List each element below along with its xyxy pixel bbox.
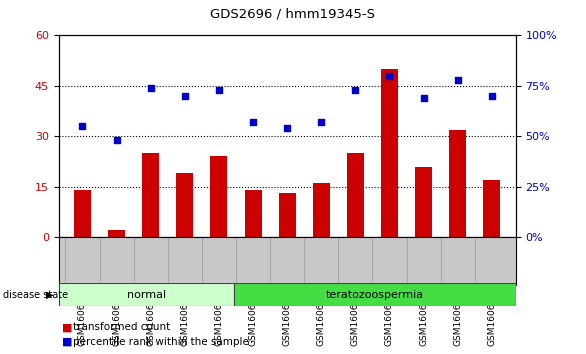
Text: normal: normal xyxy=(127,290,166,300)
Point xyxy=(214,87,224,93)
Bar xyxy=(210,156,227,237)
Text: percentile rank within the sample: percentile rank within the sample xyxy=(73,337,249,347)
Bar xyxy=(74,190,91,237)
Point xyxy=(316,119,326,125)
Bar xyxy=(347,153,364,237)
Text: ■: ■ xyxy=(62,337,72,347)
Point xyxy=(453,77,462,82)
Point xyxy=(419,95,428,101)
Bar xyxy=(415,167,432,237)
Point xyxy=(487,93,496,99)
Text: teratozoospermia: teratozoospermia xyxy=(326,290,424,300)
Bar xyxy=(244,190,261,237)
Bar xyxy=(278,193,296,237)
Bar xyxy=(483,180,500,237)
Bar xyxy=(313,183,330,237)
Point xyxy=(146,85,155,91)
Bar xyxy=(234,283,516,306)
Bar xyxy=(142,153,159,237)
Bar xyxy=(59,283,234,306)
Text: ▶: ▶ xyxy=(46,290,53,299)
Bar xyxy=(176,173,193,237)
Point xyxy=(282,125,292,131)
Text: GDS2696 / hmm19345-S: GDS2696 / hmm19345-S xyxy=(210,7,376,20)
Point xyxy=(180,93,189,99)
Point xyxy=(350,87,360,93)
Bar xyxy=(449,130,466,237)
Point xyxy=(78,124,87,129)
Point xyxy=(112,137,121,143)
Text: disease state: disease state xyxy=(3,290,68,299)
Bar xyxy=(108,230,125,237)
Text: ■: ■ xyxy=(62,322,72,332)
Point xyxy=(385,73,394,79)
Bar xyxy=(381,69,398,237)
Point xyxy=(248,119,258,125)
Text: transformed count: transformed count xyxy=(73,322,171,332)
